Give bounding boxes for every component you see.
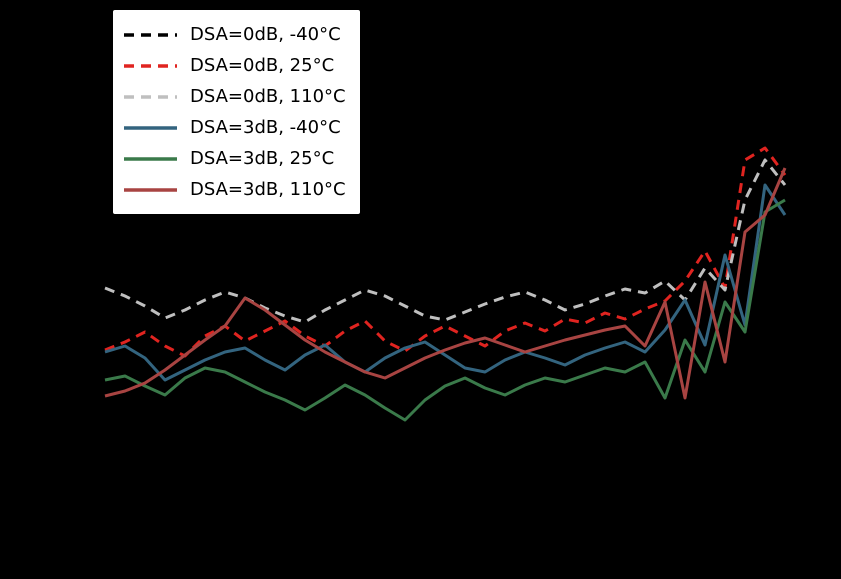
legend-entry: DSA=0dB, -40°C bbox=[123, 19, 346, 50]
legend-entry-label: DSA=0dB, 110°C bbox=[190, 85, 346, 107]
series-line-5 bbox=[104, 167, 787, 400]
series-line-0 bbox=[104, 170, 787, 336]
legend-line-sample bbox=[123, 26, 178, 44]
legend-entry-label: DSA=3dB, -40°C bbox=[190, 116, 341, 138]
legend-entry-label: DSA=3dB, 25°C bbox=[190, 147, 335, 169]
series-line-2 bbox=[104, 158, 787, 324]
legend-entry: DSA=0dB, 25°C bbox=[123, 50, 346, 81]
legend-entry-label: DSA=0dB, 25°C bbox=[190, 54, 335, 76]
legend: DSA=0dB, -40°C DSA=0dB, 25°C DSA=0dB, 110°… bbox=[112, 9, 361, 215]
legend-line-sample bbox=[123, 150, 178, 168]
series-line-3 bbox=[104, 183, 787, 382]
legend-line-sample bbox=[123, 119, 178, 137]
legend-entry-label: DSA=0dB, -40°C bbox=[190, 23, 341, 45]
legend-entry: DSA=3dB, -40°C bbox=[123, 112, 346, 143]
legend-entry: DSA=3dB, 25°C bbox=[123, 143, 346, 174]
legend-entry-label: DSA=3dB, 110°C bbox=[190, 178, 346, 200]
legend-line-sample bbox=[123, 88, 178, 106]
legend-line-sample bbox=[123, 181, 178, 199]
legend-entry: DSA=3dB, 110°C bbox=[123, 174, 346, 205]
legend-line-sample bbox=[123, 57, 178, 75]
legend-entry: DSA=0dB, 110°C bbox=[123, 81, 346, 112]
series-line-4 bbox=[104, 198, 786, 422]
